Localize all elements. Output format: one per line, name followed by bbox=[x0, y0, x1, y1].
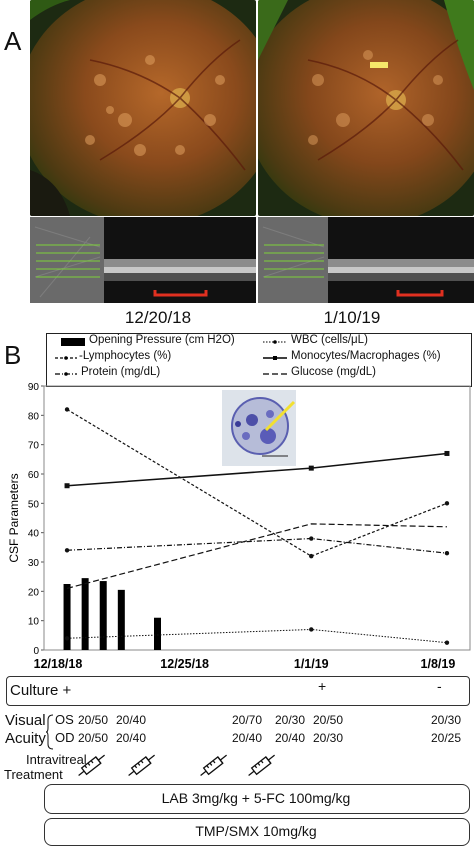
y-tick-label: 30 bbox=[28, 558, 40, 569]
opening-pressure-bar bbox=[99, 581, 107, 650]
panel-a-letter: A bbox=[4, 26, 22, 56]
opening-pressure-bars bbox=[63, 578, 161, 650]
data-point-lymph bbox=[309, 553, 314, 559]
x-tick-label: 1/8/19 bbox=[421, 657, 456, 671]
opening-pressure-bar bbox=[154, 617, 161, 650]
od-value-4: 20/40 bbox=[275, 731, 306, 745]
culture-row bbox=[6, 676, 470, 706]
opening-pressure-bar bbox=[117, 589, 125, 650]
legend-opening-pressure: Opening Pressure (cm H2O) bbox=[89, 334, 235, 346]
data-point-mono bbox=[444, 450, 450, 456]
od-value-2: 20/40 bbox=[116, 731, 147, 745]
x-tick-label: 1/1/19 bbox=[294, 657, 329, 671]
data-point-protein bbox=[444, 551, 450, 556]
y-tick-label: 90 bbox=[28, 382, 40, 393]
data-point-protein bbox=[64, 548, 70, 553]
os-value-2: 20/40 bbox=[116, 713, 147, 727]
cell-micrograph-inset bbox=[222, 390, 296, 466]
opening-pressure-bar bbox=[63, 584, 71, 650]
data-point-wbc bbox=[444, 640, 450, 645]
y-tick-label: 40 bbox=[28, 529, 40, 540]
fundus-image-left bbox=[30, 0, 256, 216]
os-value-4: 20/30 bbox=[275, 713, 306, 727]
os-label: OS bbox=[55, 712, 74, 727]
series-line-glucose bbox=[66, 523, 447, 589]
y-tick-label: 20 bbox=[28, 587, 40, 598]
series-line-lymph bbox=[66, 408, 448, 557]
chart-legend: Opening Pressure (cm H2O) WBC (cells/μL)… bbox=[46, 333, 472, 387]
od-value-6: 20/25 bbox=[431, 731, 462, 745]
x-tick-label: 12/25/18 bbox=[160, 657, 209, 671]
plot-frame bbox=[43, 385, 471, 651]
date-label-right: 1/10/19 bbox=[323, 308, 381, 327]
culture-mark-minus: - bbox=[437, 678, 442, 694]
y-tick-label: 60 bbox=[28, 470, 40, 481]
acuity-brace bbox=[46, 714, 54, 750]
y-tick-label: 0 bbox=[33, 646, 39, 657]
data-point-wbc bbox=[309, 627, 314, 632]
legend-lymphocytes: -Lymphocytes (%) bbox=[79, 350, 172, 362]
os-value-3: 20/70 bbox=[232, 713, 263, 727]
y-tick-label: 10 bbox=[28, 617, 40, 628]
od-value-5: 20/30 bbox=[313, 731, 344, 745]
syringe-icon bbox=[78, 754, 106, 776]
chart-frame bbox=[43, 385, 471, 651]
treatment-bar-lab-label: LAB 3mg/kg + 5-FC 100mg/kg bbox=[161, 790, 351, 806]
visual-label: Visual bbox=[5, 712, 46, 729]
oct-image-left bbox=[30, 217, 256, 303]
data-point-lymph bbox=[444, 501, 450, 506]
y-tick-label: 80 bbox=[28, 411, 40, 422]
od-value-3: 20/40 bbox=[232, 731, 263, 745]
x-tick-label: 12/18/18 bbox=[34, 657, 83, 671]
date-label-left: 12/20/18 bbox=[124, 308, 192, 327]
os-value-5: 20/50 bbox=[313, 713, 344, 727]
panel-b-letter: B bbox=[4, 340, 22, 370]
os-value-6: 20/30 bbox=[431, 713, 462, 727]
y-tick-label: 70 bbox=[28, 441, 40, 452]
oct-image-right bbox=[258, 217, 474, 303]
csf-chart: 0 10 20 30 40 50 60 70 80 90 12/18/18 12/25/18 1/1/… bbox=[7, 382, 471, 671]
od-value-1: 20/50 bbox=[78, 731, 109, 745]
treatment-bar-tmp-label: TMP/SMX 10mg/kg bbox=[195, 823, 317, 839]
syringe-icon bbox=[248, 754, 276, 776]
culture-mark-plus: + bbox=[318, 678, 327, 694]
x-axis: 12/18/18 12/25/18 1/1/19 1/8/19 bbox=[34, 657, 456, 671]
data-point-lymph bbox=[64, 407, 70, 412]
y-tick-label: 50 bbox=[28, 499, 40, 510]
intravitreal-label: Intravitreal bbox=[26, 752, 87, 767]
culture-label: Culture + bbox=[10, 682, 72, 699]
data-point-mono bbox=[308, 465, 314, 471]
legend-protein: Protein (mg/dL) bbox=[81, 366, 161, 378]
csf-lines bbox=[64, 407, 450, 645]
series-line-protein bbox=[67, 537, 448, 554]
syringe-icon bbox=[200, 754, 228, 776]
treatment-bar-lab bbox=[44, 784, 470, 814]
y-axis-label: CSF Parameters bbox=[7, 473, 21, 562]
os-value-1: 20/50 bbox=[78, 713, 109, 727]
data-point-protein bbox=[309, 536, 314, 541]
opening-pressure-bar bbox=[81, 578, 89, 650]
data-point-mono bbox=[64, 483, 70, 489]
fundus-image-right bbox=[258, 0, 474, 216]
treatment-label: Treatment bbox=[4, 767, 63, 782]
y-axis: 0 10 20 30 40 50 60 70 80 90 bbox=[28, 382, 44, 657]
data-point-wbc bbox=[64, 636, 70, 641]
legend-wbc: WBC (cells/μL) bbox=[291, 334, 368, 346]
syringe-icon bbox=[128, 754, 156, 776]
legend-glucose: Glucose (mg/dL) bbox=[291, 366, 377, 378]
acuity-label: Acuity bbox=[5, 730, 46, 747]
od-label: OD bbox=[55, 730, 75, 745]
legend-monocytes: Monocytes/Macrophages (%) bbox=[291, 350, 441, 362]
